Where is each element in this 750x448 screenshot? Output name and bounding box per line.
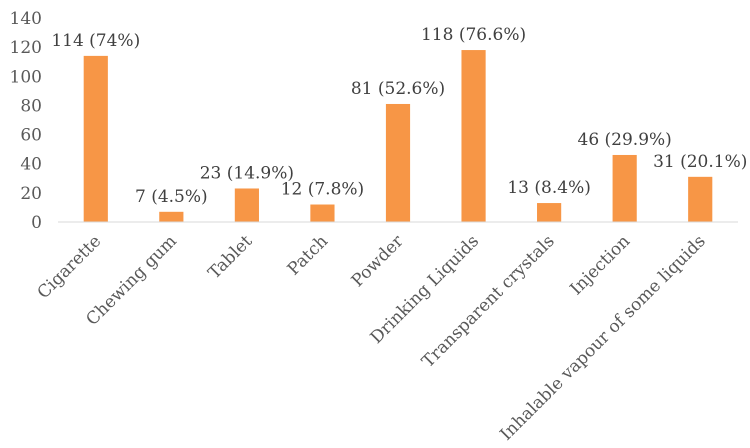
data-label: 46 (29.9%) (578, 130, 672, 150)
bar (537, 203, 562, 222)
y-tick-label: 140 (10, 9, 42, 29)
data-label: 13 (8.4%) (507, 178, 591, 198)
data-label: 81 (52.6%) (351, 79, 445, 99)
bar (612, 154, 637, 222)
category-label: Patch (284, 231, 332, 279)
data-label: 23 (14.9%) (200, 163, 294, 183)
y-tick-label: 80 (20, 96, 42, 116)
data-label: 114 (74%) (51, 31, 140, 51)
data-label: 31 (20.1%) (653, 152, 747, 172)
bar (234, 188, 259, 222)
category-label: Powder (348, 231, 408, 291)
bar (83, 55, 108, 223)
bar (159, 211, 184, 222)
y-tick-label: 20 (20, 184, 42, 204)
data-label: 7 (4.5%) (135, 187, 208, 207)
y-tick-label: 40 (20, 155, 42, 175)
data-labels: 114 (74%) 7 (4.5%) 23 (14.9%)12 (7.8%) 81 (… (51, 25, 747, 207)
bar (385, 103, 411, 222)
y-tick-label: 60 (20, 126, 42, 146)
category-label: Injection (566, 231, 634, 299)
y-tick-label: 100 (10, 67, 42, 87)
bar (461, 50, 486, 222)
data-label: 12 (7.8%) (281, 180, 365, 200)
category-label: Transparent crystals (418, 231, 559, 372)
bars (83, 50, 713, 223)
data-label: 118 (76.6%) (421, 25, 526, 45)
bar (688, 176, 713, 222)
category-label: Cigarette (34, 231, 106, 303)
y-tick-label: 0 (31, 213, 42, 233)
y-tick-label: 120 (10, 38, 42, 58)
y-axis: 0 20 40 60 80 100 120 140 (10, 9, 42, 233)
category-label: Tablet (205, 231, 257, 283)
bar (310, 204, 335, 222)
